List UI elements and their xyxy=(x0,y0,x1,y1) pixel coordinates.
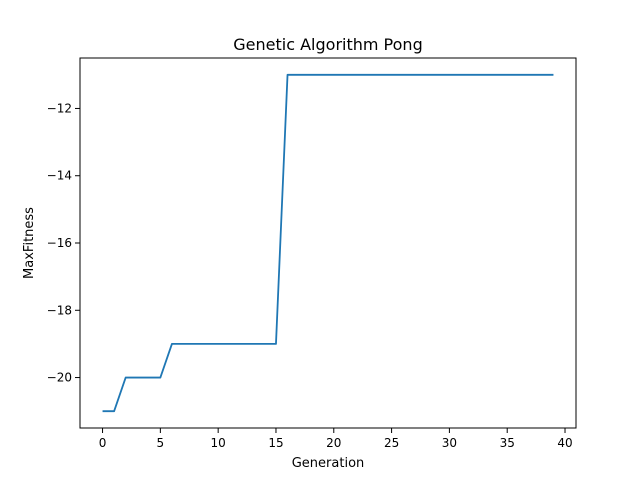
x-tick-label: 20 xyxy=(326,436,341,450)
x-tick-label: 0 xyxy=(99,436,107,450)
series-line xyxy=(102,73,554,413)
x-tick-label: 30 xyxy=(442,436,457,450)
y-axis: −20 −18 −16 −14 −12 xyxy=(47,101,80,385)
x-tick-label: 15 xyxy=(268,436,283,450)
chart-title: Genetic Algorithm Pong xyxy=(233,35,422,54)
x-tick-label: 10 xyxy=(211,436,226,450)
y-axis-label: MaxFitness xyxy=(22,207,37,279)
x-axis: 0 5 10 15 20 25 30 35 40 xyxy=(99,428,573,450)
x-tick-label: 40 xyxy=(557,436,572,450)
plot-area xyxy=(102,73,554,413)
x-tick-label: 5 xyxy=(157,436,165,450)
x-tick-label: 25 xyxy=(384,436,399,450)
y-tick-label: −12 xyxy=(47,101,72,115)
y-tick-label: −14 xyxy=(47,169,72,183)
x-axis-label: Generation xyxy=(292,456,365,471)
y-tick-label: −16 xyxy=(47,236,72,250)
x-tick-label: 35 xyxy=(500,436,515,450)
y-tick-label: −20 xyxy=(47,371,72,385)
y-tick-label: −18 xyxy=(47,303,72,317)
